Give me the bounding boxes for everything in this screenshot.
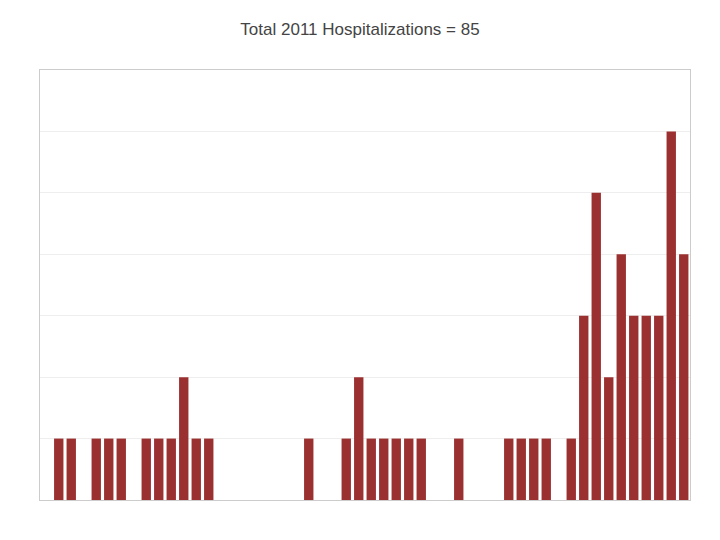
svg-text:Total 2011 Hospitalizations =: Total 2011 Hospitalizations = 85 [240, 20, 479, 39]
